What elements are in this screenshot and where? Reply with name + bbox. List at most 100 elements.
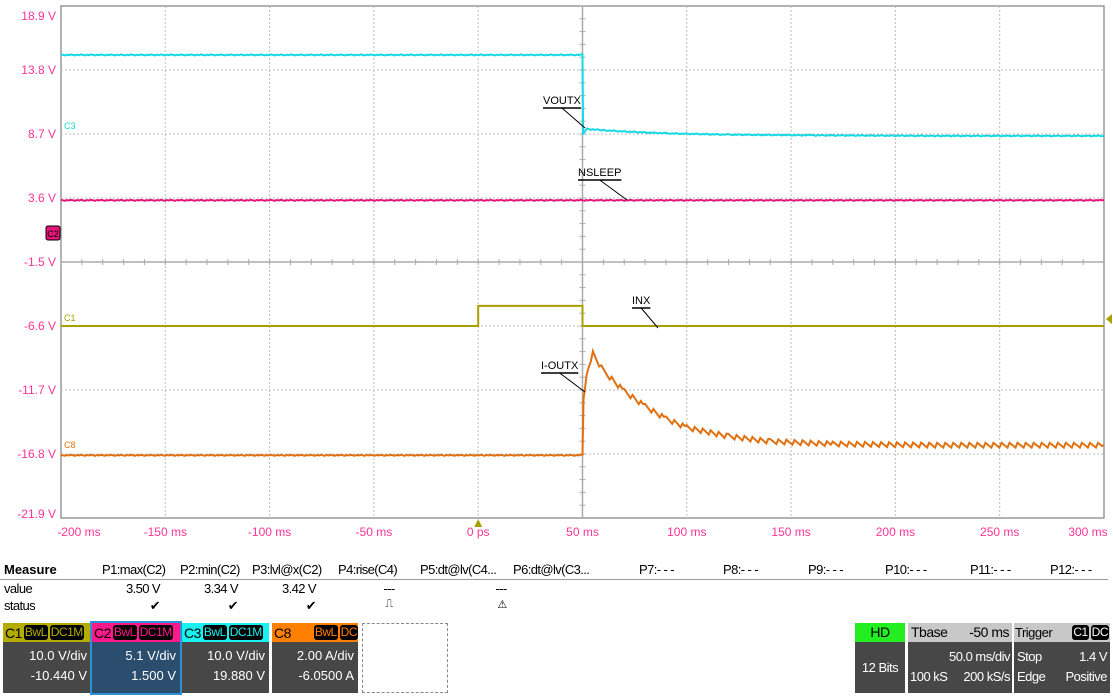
check-icon: ✔ <box>305 598 317 613</box>
param-label-p3[interactable]: P3:lvl@x(C2) <box>252 562 322 577</box>
channel-marker-c1: C1 <box>64 313 76 323</box>
vertical-offset: 19.880 V <box>212 668 265 683</box>
channel-marker-c3: C3 <box>64 121 76 131</box>
annotation-nsleep: NSLEEP <box>578 167 621 179</box>
sample-rate: 200 kS/s <box>963 669 1010 684</box>
status-row-label: status <box>4 598 36 613</box>
vertical-offset: -10.440 V <box>30 668 87 683</box>
param-value-p6: --- <box>495 581 507 596</box>
y-tick-label: -16.8 V <box>17 447 56 461</box>
channel-c1-descriptor[interactable]: C1 BwL DC1M 10.0 V/div -10.440 V <box>3 623 91 693</box>
channel-c8-header: C8 BwL DC <box>272 623 358 642</box>
coupling-tag: DC <box>339 625 358 640</box>
sample-count: 100 kS <box>910 669 948 684</box>
x-tick-label: 200 ms <box>876 525 915 539</box>
timebase-delay: -50 ms <box>969 624 1009 640</box>
y-tick-label: -11.7 V <box>18 383 56 397</box>
acquisition-descriptor[interactable]: HD 12 Bits <box>855 623 905 693</box>
channel-c8-settings: 2.00 A/div -6.0500 A <box>272 642 358 693</box>
channel-c3-settings: 10.0 V/div 19.880 V <box>182 642 269 693</box>
channel-c2-descriptor[interactable]: C2 BwL DC1M 5.1 V/div 1.500 V <box>90 621 182 695</box>
channel-c3-descriptor[interactable]: C3 BwL DC1M 10.0 V/div 19.880 V <box>182 623 269 693</box>
channel-name: C1 <box>5 624 22 641</box>
param-label-p11[interactable]: P11:- - - <box>970 562 1011 577</box>
x-tick-label: 0 ps <box>467 525 490 539</box>
annotation-inx: INX <box>632 295 651 307</box>
param-label-p9[interactable]: P9:- - - <box>808 562 844 577</box>
param-label-p2[interactable]: P2:min(C2) <box>180 562 240 577</box>
timebase-label: Tbase <box>911 624 948 640</box>
trigger-level: 1.4 V <box>1079 649 1107 664</box>
trigger-level-marker-icon <box>1106 314 1112 324</box>
trigger-state: Stop <box>1017 649 1042 664</box>
param-label-p4[interactable]: P4:rise(C4) <box>338 562 398 577</box>
channel-marker-c8: C8 <box>64 440 76 450</box>
trace-voutx <box>60 53 1105 138</box>
param-label-p10[interactable]: P10:- - - <box>885 562 927 577</box>
coupling-tag: DC1M <box>138 625 173 640</box>
channel-marker-label: C2 <box>47 229 59 239</box>
bandwidth-limit-tag: BwL <box>313 625 338 640</box>
check-icon: ✔ <box>227 598 239 613</box>
vertical-scale: 10.0 V/div <box>29 648 87 663</box>
channel-c2-header: C2 BwL DC1M <box>92 623 180 642</box>
vertical-offset: 1.500 V <box>131 668 176 683</box>
y-tick-label: -6.6 V <box>24 319 56 333</box>
y-tick-label: 3.6 V <box>28 191 56 205</box>
param-label-p12[interactable]: P12:- - - <box>1050 562 1092 577</box>
channel-name: C2 <box>94 624 111 641</box>
trigger-type: Edge <box>1017 669 1046 684</box>
channel-c8-descriptor[interactable]: C8 BwL DC 2.00 A/div -6.0500 A <box>272 623 358 693</box>
channel-c2-settings: 5.1 V/div 1.500 V <box>92 642 180 693</box>
channel-marker-c2 <box>45 225 61 241</box>
x-tick-label: -100 ms <box>248 525 291 539</box>
measure-header-row: Measure P1:max(C2) P2:min(C2) P3:lvl@x(C… <box>0 562 1108 580</box>
bandwidth-limit-tag: BwL <box>112 625 137 640</box>
check-icon: ✔ <box>149 598 161 613</box>
trigger-time-marker-icon <box>474 519 483 527</box>
trigger-coupling: DC <box>1090 625 1109 640</box>
param-label-p1[interactable]: P1:max(C2) <box>102 562 166 577</box>
y-tick-label: 18.9 V <box>21 9 56 23</box>
channel-name: C8 <box>274 624 291 641</box>
vertical-scale: 10.0 V/div <box>207 648 265 663</box>
trace-inx <box>61 304 1104 327</box>
trace-nsleep <box>60 198 1105 202</box>
pulse-icon: ⎍ <box>385 598 393 610</box>
param-label-p6[interactable]: P6:dt@lv(C3... <box>513 562 590 577</box>
measure-title: Measure <box>4 562 57 577</box>
timebase-descriptor[interactable]: Tbase -50 ms 50.0 ms/div 100 kS 200 kS/s <box>908 623 1012 693</box>
channel-c1-header: C1 BwL DC1M <box>3 623 91 642</box>
x-tick-label: 100 ms <box>667 525 706 539</box>
vertical-scale: 2.00 A/div <box>296 648 354 663</box>
empty-channel-slot[interactable] <box>362 623 448 693</box>
trace-i-outx <box>60 347 1105 457</box>
param-label-p5[interactable]: P5:dt@lv(C4... <box>420 562 497 577</box>
coupling-tag: DC1M <box>49 625 84 640</box>
annotation-voutx: VOUTX <box>543 95 582 107</box>
warning-icon: ⚠ <box>497 599 507 611</box>
y-tick-label: 13.8 V <box>21 63 56 77</box>
time-per-div: 50.0 ms/div <box>949 649 1010 664</box>
trigger-descriptor[interactable]: Trigger C1 DC Stop 1.4 V Edge Positive <box>1014 623 1110 693</box>
param-label-p8[interactable]: P8:- - - <box>723 562 759 577</box>
trigger-slope: Positive <box>1065 669 1107 684</box>
annotation-leader <box>559 372 586 393</box>
channel-name: C3 <box>184 624 201 641</box>
x-tick-label: 50 ms <box>566 525 599 539</box>
annotation-leader <box>599 179 628 201</box>
x-tick-label: -150 ms <box>144 525 187 539</box>
param-label-p7[interactable]: P7:- - - <box>639 562 675 577</box>
hd-mode-badge: HD <box>855 623 905 642</box>
annotation-leader <box>561 107 586 129</box>
x-tick-label: -200 ms <box>57 525 100 539</box>
param-value-p2: 3.34 V <box>204 581 239 596</box>
bandwidth-limit-tag: BwL <box>23 625 48 640</box>
trigger-label: Trigger <box>1015 625 1053 640</box>
param-value-p4: --- <box>383 581 395 596</box>
annotation-i-outx: I-OUTX <box>541 360 579 372</box>
y-tick-label: -1.5 V <box>24 255 56 269</box>
bit-depth: 12 Bits <box>855 642 905 693</box>
x-tick-label: 250 ms <box>980 525 1019 539</box>
waveform-display[interactable]: -200 ms -150 ms -100 ms -50 ms 0 ps 50 ms 100 … <box>0 0 1113 556</box>
